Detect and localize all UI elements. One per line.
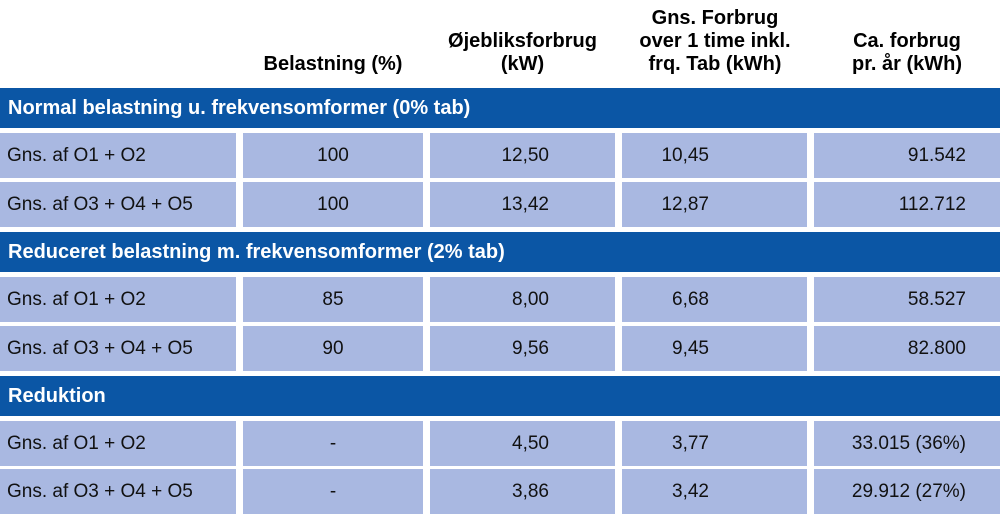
cell-load: 100	[243, 182, 423, 227]
table-row: Gns. af O3 + O4 + O5 100 13,42 12,87 112…	[0, 182, 1000, 227]
cell-avg-hour: 9,45	[622, 326, 807, 371]
cell-yearly: 29.912 (27%)	[814, 469, 1000, 514]
cell-yearly: 112.712	[814, 182, 1000, 227]
header-avg-hour: Gns. Forbrug over 1 time inkl. frq. Tab …	[639, 7, 791, 75]
cell-yearly: 33.015 (36%)	[814, 421, 1000, 466]
table-header: Belastning (%) Øjebliksforbrug (kW) Gns.…	[0, 0, 1000, 86]
cell-yearly: 58.527	[814, 277, 1000, 322]
cell-instant: 9,56	[430, 326, 615, 371]
table-row: Gns. af O1 + O2 100 12,50 10,45 91.542	[0, 133, 1000, 178]
cell-avg-hour: 12,87	[622, 182, 807, 227]
row-label: Gns. af O3 + O4 + O5	[0, 469, 236, 514]
header-instant: Øjebliksforbrug (kW)	[448, 30, 597, 75]
table-row: Gns. af O3 + O4 + O5 90 9,56 9,45 82.800	[0, 326, 1000, 371]
cell-avg-hour: 6,68	[622, 277, 807, 322]
cell-yearly: 82.800	[814, 326, 1000, 371]
cell-instant: 13,42	[430, 182, 615, 227]
row-label: Gns. af O1 + O2	[0, 421, 236, 466]
table-row: Gns. af O1 + O2 85 8,00 6,68 58.527	[0, 277, 1000, 322]
cell-avg-hour: 10,45	[622, 133, 807, 178]
cell-instant: 8,00	[430, 277, 615, 322]
cell-load: -	[243, 469, 423, 514]
section-header-normal: Normal belastning u. frekvensomformer (0…	[0, 88, 1000, 128]
cell-load: 85	[243, 277, 423, 322]
header-load: Belastning (%)	[263, 53, 403, 75]
cell-load: 90	[243, 326, 423, 371]
cell-avg-hour: 3,42	[622, 469, 807, 514]
cell-yearly: 91.542	[814, 133, 1000, 178]
row-label: Gns. af O3 + O4 + O5	[0, 182, 236, 227]
cell-load: -	[243, 421, 423, 466]
cell-load: 100	[243, 133, 423, 178]
cell-avg-hour: 3,77	[622, 421, 807, 466]
table-row: Gns. af O3 + O4 + O5 - 3,86 3,42 29.912 …	[0, 469, 1000, 514]
row-label: Gns. af O1 + O2	[0, 133, 236, 178]
row-label: Gns. af O3 + O4 + O5	[0, 326, 236, 371]
table-row: Gns. af O1 + O2 - 4,50 3,77 33.015 (36%)	[0, 421, 1000, 466]
section-header-reduced: Reduceret belastning m. frekvensomformer…	[0, 232, 1000, 272]
cell-instant: 3,86	[430, 469, 615, 514]
cell-instant: 4,50	[430, 421, 615, 466]
section-header-reduction: Reduktion	[0, 376, 1000, 416]
header-yearly: Ca. forbrug pr. år (kWh)	[851, 30, 962, 75]
row-label: Gns. af O1 + O2	[0, 277, 236, 322]
cell-instant: 12,50	[430, 133, 615, 178]
